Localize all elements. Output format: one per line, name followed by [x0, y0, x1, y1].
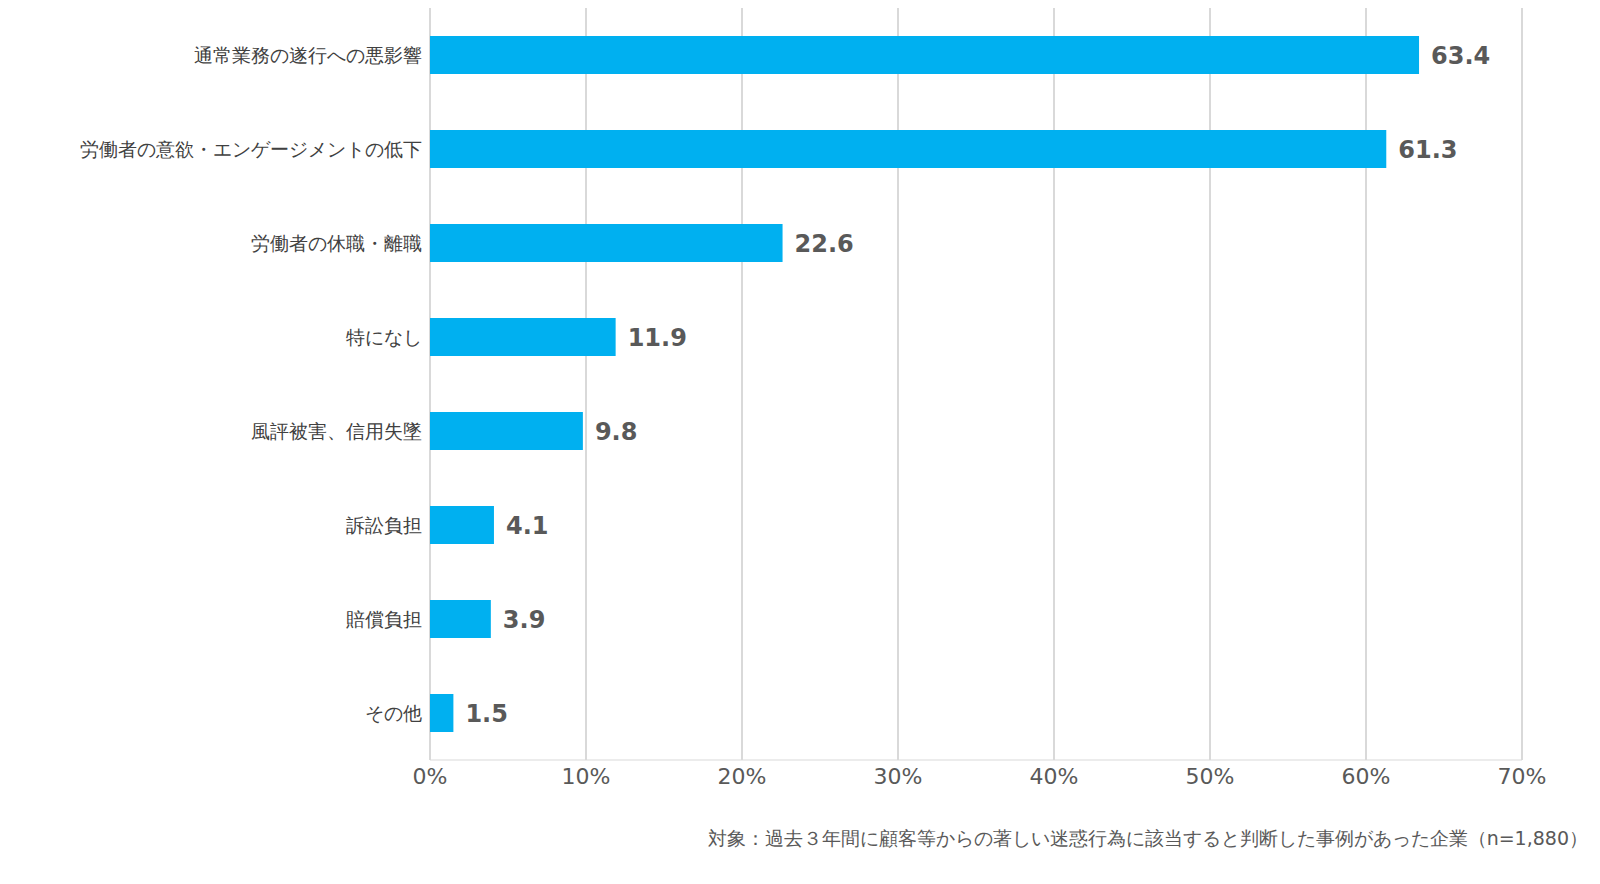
svg-text:労働者の意欲・エンゲージメントの低下: 労働者の意欲・エンゲージメントの低下 [80, 138, 422, 160]
svg-text:61.3: 61.3 [1398, 136, 1457, 164]
svg-text:22.6: 22.6 [795, 230, 854, 258]
svg-text:風評被害、信用失墜: 風評被害、信用失墜 [251, 420, 422, 442]
svg-text:特になし: 特になし [346, 326, 422, 348]
svg-text:3.9: 3.9 [503, 606, 546, 634]
svg-text:4.1: 4.1 [506, 512, 549, 540]
svg-text:10%: 10% [562, 764, 611, 789]
svg-text:20%: 20% [718, 764, 767, 789]
svg-text:通常業務の遂行への悪影響: 通常業務の遂行への悪影響 [194, 44, 422, 66]
svg-text:70%: 70% [1498, 764, 1547, 789]
svg-text:50%: 50% [1186, 764, 1235, 789]
svg-text:9.8: 9.8 [595, 418, 638, 446]
html-text:対象：過去３年間に顧客等からの著しい迷惑行為に該当すると判断: 対象：過去３年間に顧客等からの著しい迷惑行為に該当すると判断した事例があった企業… [707, 827, 1588, 849]
svg-text:0%: 0% [413, 764, 448, 789]
svg-text:労働者の休職・離職: 労働者の休職・離職 [251, 232, 422, 254]
svg-text:1.5: 1.5 [465, 700, 508, 728]
svg-text:63.4: 63.4 [1431, 42, 1490, 70]
svg-text:40%: 40% [1030, 764, 1079, 789]
svg-text:11.9: 11.9 [628, 324, 687, 352]
svg-text:60%: 60% [1342, 764, 1391, 789]
svg-text:30%: 30% [874, 764, 923, 789]
svg-text:その他: その他 [365, 702, 422, 724]
svg-text:賠償負担: 賠償負担 [346, 608, 422, 630]
svg-text:訴訟負担: 訴訟負担 [346, 514, 422, 536]
